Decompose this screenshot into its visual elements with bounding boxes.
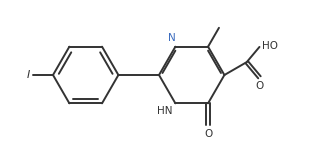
Text: N: N — [167, 33, 175, 43]
Text: HN: HN — [157, 106, 172, 116]
Text: I: I — [27, 70, 30, 80]
Text: O: O — [255, 81, 264, 91]
Text: O: O — [204, 129, 212, 139]
Text: HO: HO — [262, 41, 279, 51]
